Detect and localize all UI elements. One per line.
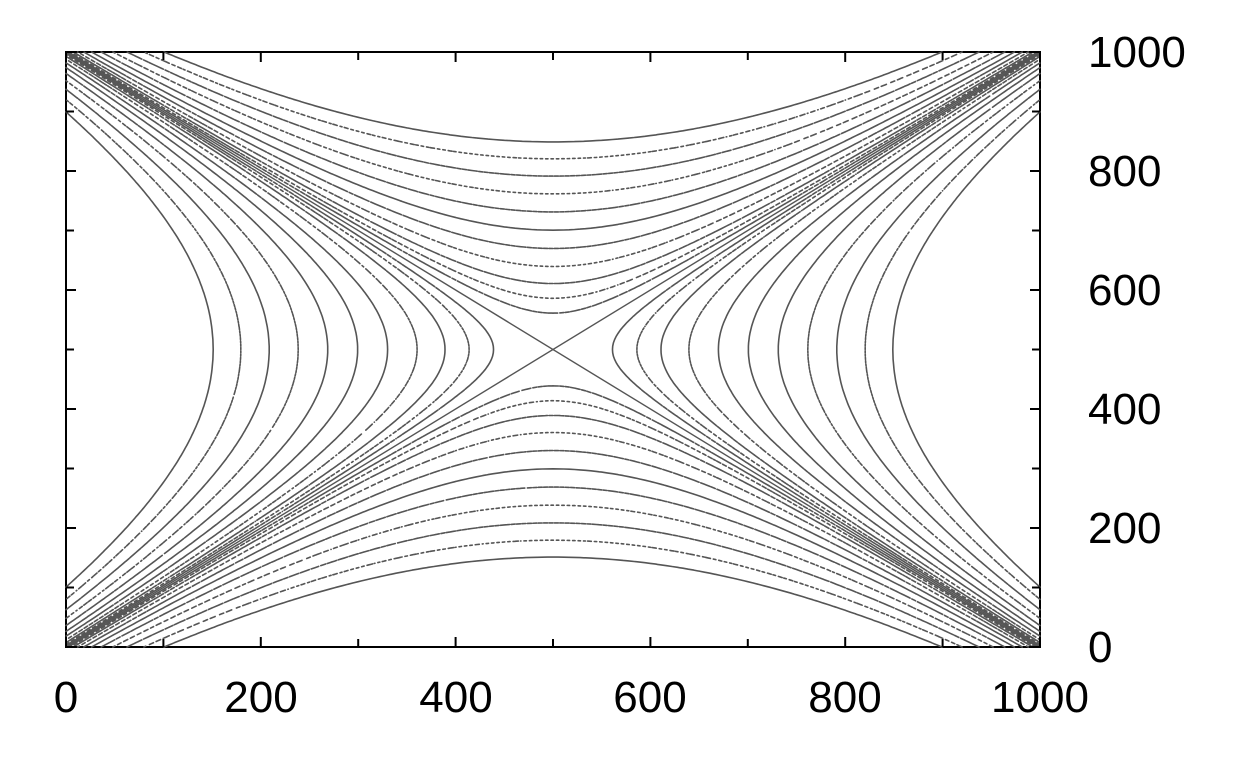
- contour-line: [65, 79, 1041, 620]
- y-tick-labels: 0 200 400 600 800 1000: [1088, 28, 1186, 672]
- contour-line: [72, 51, 1034, 648]
- x-tick-label: 0: [54, 673, 78, 722]
- x-tick-label: 400: [419, 673, 492, 722]
- contour-line: [65, 58, 1041, 641]
- axis-ticks: [65, 51, 1041, 648]
- contour-line: [65, 52, 1041, 647]
- x-tick-labels: 0 200 400 600 800 1000: [54, 673, 1089, 722]
- contour-lines: [65, 51, 1041, 648]
- contour-line: [100, 51, 1006, 648]
- x-tick-label: 600: [613, 673, 686, 722]
- contour-line: [65, 55, 1041, 644]
- y-tick-label: 1000: [1088, 28, 1186, 77]
- x-tick-label: 800: [808, 673, 881, 722]
- contour-line: [143, 51, 963, 648]
- contour-line: [65, 98, 1041, 601]
- y-tick-label: 600: [1088, 266, 1161, 315]
- contour-line: [90, 51, 1016, 648]
- contour-line: [112, 51, 994, 648]
- contour-line: [65, 111, 1041, 588]
- x-tick-label: 200: [224, 673, 297, 722]
- contour-line: [65, 62, 1041, 637]
- y-tick-label: 800: [1088, 147, 1161, 196]
- y-tick-label: 400: [1088, 385, 1161, 434]
- contour-line: [65, 88, 1041, 611]
- y-tick-label: 0: [1088, 623, 1112, 672]
- contour-line: [65, 72, 1041, 627]
- y-tick-label: 200: [1088, 504, 1161, 553]
- separatrix-line: [65, 51, 1041, 648]
- contour-line: [163, 51, 943, 648]
- x-tick-label: 1000: [991, 673, 1089, 722]
- contour-line: [65, 66, 1041, 633]
- contour-line: [76, 51, 1030, 648]
- contour-line: [83, 51, 1023, 648]
- contour-line: [126, 51, 980, 648]
